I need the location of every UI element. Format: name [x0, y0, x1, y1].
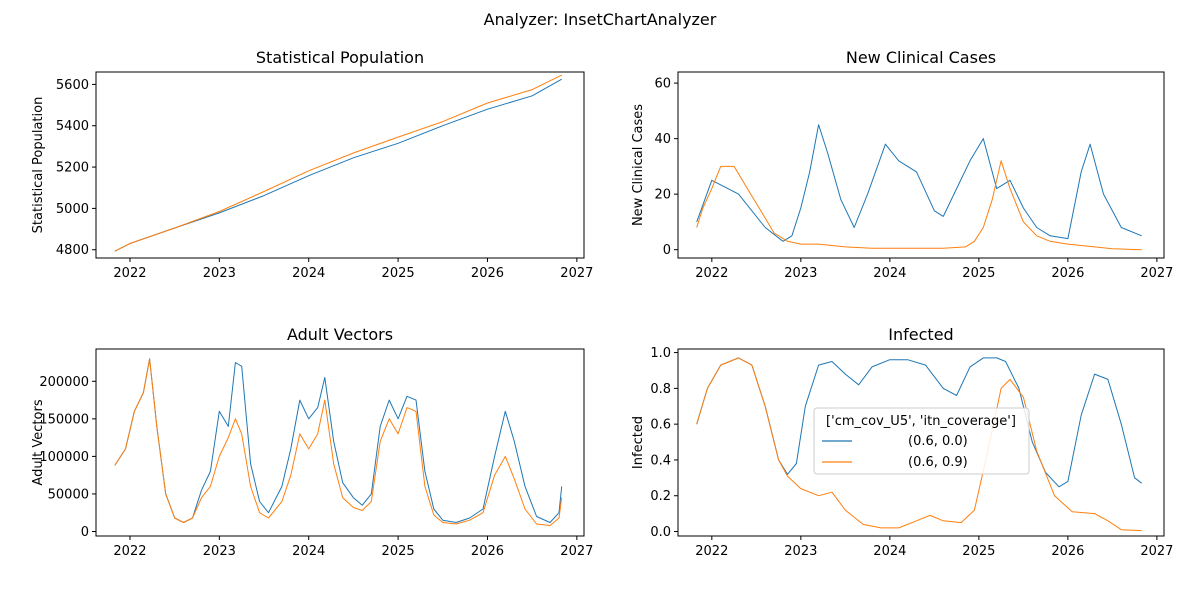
x-tick-label: 2026	[471, 266, 504, 281]
legend: ['cm_cov_U5', 'itn_coverage'] (0.6, 0.0)…	[813, 407, 1030, 475]
legend-entry-0: (0.6, 0.0)	[908, 434, 968, 449]
x-tick-label: 2025	[382, 266, 415, 281]
x-tick-label: 2022	[695, 544, 728, 559]
series-line-1	[696, 124, 1142, 242]
plot-frame	[95, 71, 585, 259]
x-tick-label: 2025	[962, 544, 995, 559]
y-tick-label: 0	[81, 525, 89, 540]
legend-frame	[813, 407, 1030, 475]
y-tick-label: 0.4	[650, 453, 671, 468]
charts-group: 2022 2023 2024 2025 2026 2027 4800 5000 5200 5400…	[31, 48, 1173, 559]
y-tick-label: 40	[654, 132, 671, 147]
y-axis-label: Adult Vectors	[31, 399, 46, 485]
y-tick-label: 100000	[39, 450, 89, 465]
figure-suptitle: Analyzer: InsetChartAnalyzer	[484, 10, 717, 29]
series-line-2	[696, 357, 1142, 532]
series-line-1	[114, 358, 563, 523]
x-tick-label: 2023	[203, 266, 236, 281]
chart-1: 2022 2023 2024 2025 2026 2027 4800 5000 5200 5400…	[31, 48, 593, 281]
y-tick-label: 5200	[56, 161, 89, 176]
y-tick-label: 1.0	[650, 346, 671, 361]
chart-4: 2022 2023 2024 2025 2026 2027 0.0 0.2 0.4 0.6 0.8 1…	[631, 325, 1173, 559]
y-tick-label: 60	[654, 77, 671, 92]
x-tick-label: 2026	[1051, 266, 1084, 281]
y-tick-label: 0.0	[650, 525, 671, 540]
y-tick-label: 4800	[56, 243, 89, 258]
y-tick-label: 5000	[56, 202, 89, 217]
x-tick-label: 2027	[560, 544, 593, 559]
y-tick-label: 5400	[56, 119, 89, 134]
x-tick-label: 2026	[471, 544, 504, 559]
series-line-2	[114, 74, 562, 252]
x-tick-label: 2027	[560, 266, 593, 281]
y-axis-label: Statistical Population	[31, 97, 46, 234]
x-tick-label: 2024	[292, 266, 325, 281]
x-tick-label: 2026	[1051, 544, 1084, 559]
x-tick-label: 2024	[292, 544, 325, 559]
series-line-2	[696, 160, 1142, 251]
legend-entry-1: (0.6, 0.9)	[908, 455, 968, 470]
x-tick-label: 2025	[962, 266, 995, 281]
x-tick-label: 2024	[873, 266, 906, 281]
chart-title: Infected	[888, 325, 953, 344]
x-tick-label: 2023	[203, 544, 236, 559]
y-tick-label: 0	[663, 243, 671, 258]
x-tick-label: 2023	[784, 266, 817, 281]
x-tick-label: 2022	[695, 266, 728, 281]
chart-2: 2022 2023 2024 2025 2026 2027 0 20 40 60 New Clini…	[631, 48, 1173, 281]
y-tick-label: 5600	[56, 78, 89, 93]
y-axis-label: Infected	[631, 416, 646, 469]
x-tick-label: 2023	[784, 544, 817, 559]
x-tick-label: 2024	[873, 544, 906, 559]
y-tick-label: 0.8	[650, 382, 671, 397]
y-tick-label: 200000	[39, 375, 89, 390]
chart-title: Adult Vectors	[287, 325, 393, 344]
y-tick-label: 0.2	[650, 489, 671, 504]
y-tick-label: 50000	[48, 487, 89, 502]
x-tick-label: 2022	[113, 266, 146, 281]
plot-frame	[677, 71, 1165, 259]
y-tick-label: 150000	[39, 412, 89, 427]
x-tick-label: 2025	[382, 544, 415, 559]
x-tick-label: 2027	[1140, 544, 1173, 559]
chart-title: Statistical Population	[256, 48, 424, 67]
legend-title: ['cm_cov_U5', 'itn_coverage']	[826, 414, 1016, 429]
y-tick-label: 20	[654, 188, 671, 203]
plot-frame	[95, 348, 585, 537]
x-tick-label: 2022	[113, 544, 146, 559]
series-line-2	[114, 358, 563, 526]
chart-3: 2022 2023 2024 2025 2026 2027 0 50000 100000 1500…	[31, 325, 593, 559]
y-tick-label: 0.6	[650, 418, 671, 433]
plot-frame	[677, 348, 1165, 537]
y-axis-label: New Clinical Cases	[631, 104, 646, 226]
chart-title: New Clinical Cases	[846, 48, 996, 67]
x-tick-label: 2027	[1140, 266, 1173, 281]
